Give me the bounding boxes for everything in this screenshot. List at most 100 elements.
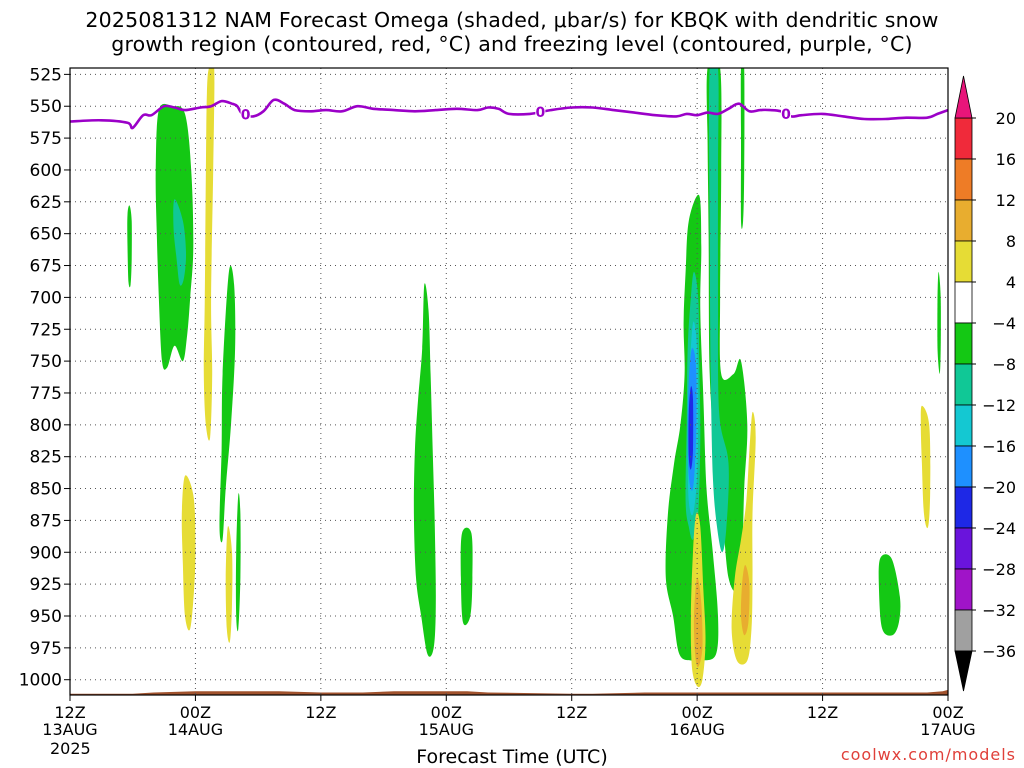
y-tick-label-725: 725 [30,320,62,340]
x-tick-date-36: 15AUG [419,720,474,739]
y-tick-label-750: 750 [30,352,62,372]
colorbar-bin-12 [954,609,973,652]
chart-title-line-2: growth region (contoured, red, °C) and f… [111,32,913,56]
credit-link[interactable]: coolwx.com/models [840,745,1016,764]
y-tick-label-850: 850 [30,480,62,500]
freezing-level-label-1: 0 [535,105,545,121]
colorbar-label-9: −20 [982,478,1016,497]
colorbar-bin-4 [954,281,973,324]
colorbar-over-arrow [954,75,973,119]
x-tick-label-84: 00Z [932,703,963,722]
omega-region-teal-column-16aug-01z [709,68,729,553]
colorbar-label-13: −36 [982,642,1016,661]
omega-region-yellow-plume-16aug-04z [731,411,756,665]
colorbar-bin-9 [954,486,973,529]
y-tick-label-700: 700 [30,288,62,308]
freezing-level-layer: 0 0 0 [70,98,948,130]
y-tick-label-775: 775 [30,384,62,404]
x-tick-label-0: 12Z [54,703,85,722]
x-tick-date-60: 16AUG [669,720,724,739]
y-tick-label-975: 975 [30,639,62,659]
omega-region-yellow-blob-14aug-00z [181,475,196,631]
colorbar-bin-5 [954,322,973,365]
colorbar-label-10: −24 [982,519,1016,538]
y-tick-label-675: 675 [30,257,62,277]
omega-region-green-blob-16aug-18z [878,554,901,636]
colorbar-bin-3 [954,240,973,283]
colorbar-label-8: −16 [982,437,1016,456]
y-tick-label-650: 650 [30,225,62,245]
colorbar: 20 16 12 8 4 −4 −8 −12 −16 −20 −24 −28 −32 −36 [954,75,1016,692]
chart-title-line-1: 2025081312 NAM Forecast Omega (shaded, μ… [85,8,939,32]
colorbar-label-6: −8 [992,355,1016,374]
x-tick-label-24: 12Z [305,703,336,722]
y-tick-label-600: 600 [30,161,62,181]
omega-region-yellow-blob-16aug-21z [920,405,931,529]
x-tick-label-12: 00Z [180,703,211,722]
colorbar-bin-1 [954,158,973,201]
y-tick-label-550: 550 [30,97,62,117]
omega-region-green-blob-13aug-12z [127,205,132,288]
freezing-level-label-0: 0 [241,108,251,124]
x-tick-label-36: 00Z [431,703,462,722]
colorbar-bin-11 [954,568,973,611]
omega-region-yellow-blob-14aug-04z [225,526,233,643]
terrain-band [70,689,948,695]
y-tick-label-800: 800 [30,416,62,436]
colorbar-label-1: 16 [996,150,1016,169]
x-tick-label-60: 00Z [681,703,712,722]
omega-region-green-stripe-16aug-04z [740,68,745,229]
omega-region-yellow-strip-14aug [203,68,215,441]
x-tick-label-48: 12Z [556,703,587,722]
colorbar-bin-6 [954,363,973,406]
colorbar-label-3: 8 [1006,232,1016,251]
colorbar-under-arrow [954,650,973,692]
plot-shading-layer [70,68,948,695]
y-tick-label-625: 625 [30,193,62,213]
y-tick-label-950: 950 [30,607,62,627]
x-tick-date-12: 14AUG [168,720,223,739]
colorbar-bin-10 [954,527,973,570]
y-tick-label-825: 825 [30,448,62,468]
colorbar-bin-8 [954,445,973,488]
omega-region-teal-core-13aug-18z [173,199,187,286]
freezing-level-label-bg-1 [535,103,546,120]
colorbar-label-0: 20 [996,109,1016,128]
omega-region-orange-core-16aug-04z [740,565,750,636]
x-tick-date-0: 13AUG [42,720,97,739]
colorbar-label-7: −12 [982,396,1016,415]
colorbar-bin-2 [954,199,973,242]
y-tick-label-525: 525 [30,65,62,85]
x-axis-title: Forecast Time (UTC) [416,746,608,768]
freezing-level-contour [70,98,948,130]
colorbar-label-11: −28 [982,560,1016,579]
colorbar-label-5: −4 [992,314,1016,333]
plot-frame [69,67,949,696]
colorbar-label-12: −32 [982,601,1016,620]
x-axis-year-label: 2025 [50,739,91,758]
axes-layer: 525 550 575 600 625 650 675 700 725 750 775 800 825 8… [19,65,976,739]
y-tick-label-575: 575 [30,129,62,149]
freezing-level-label-2: 0 [781,107,791,123]
omega-region-green-blob-15aug-03z [460,527,473,626]
y-tick-label-875: 875 [30,511,62,531]
y-tick-label-900: 900 [30,543,62,563]
omega-region-green-sliver-16aug-23z [937,271,941,374]
omega-region-green-strip-14aug-03z [219,265,236,543]
colorbar-bin-0 [954,117,973,160]
colorbar-label-4: 4 [1006,273,1016,292]
omega-region-green-plume-15aug-00z [413,283,436,657]
colorbar-bin-7 [954,404,973,447]
colorbar-label-2: 12 [996,191,1016,210]
chart-title: 2025081312 NAM Forecast Omega (shaded, μ… [0,8,1024,56]
freezing-level-label-bg-2 [780,105,791,122]
freezing-level-label-bg-0 [240,106,251,123]
omega-region-blue-core-16aug-00z [688,386,694,470]
plot-grid-layer [70,68,948,695]
omega-region-green-sliver-14aug-05z [235,493,241,632]
y-tick-label-925: 925 [30,575,62,595]
y-tick-label-1000: 1000 [19,671,62,691]
omega-region-orange-core-16aug-00z [693,577,703,668]
x-tick-date-84: 17AUG [920,720,975,739]
